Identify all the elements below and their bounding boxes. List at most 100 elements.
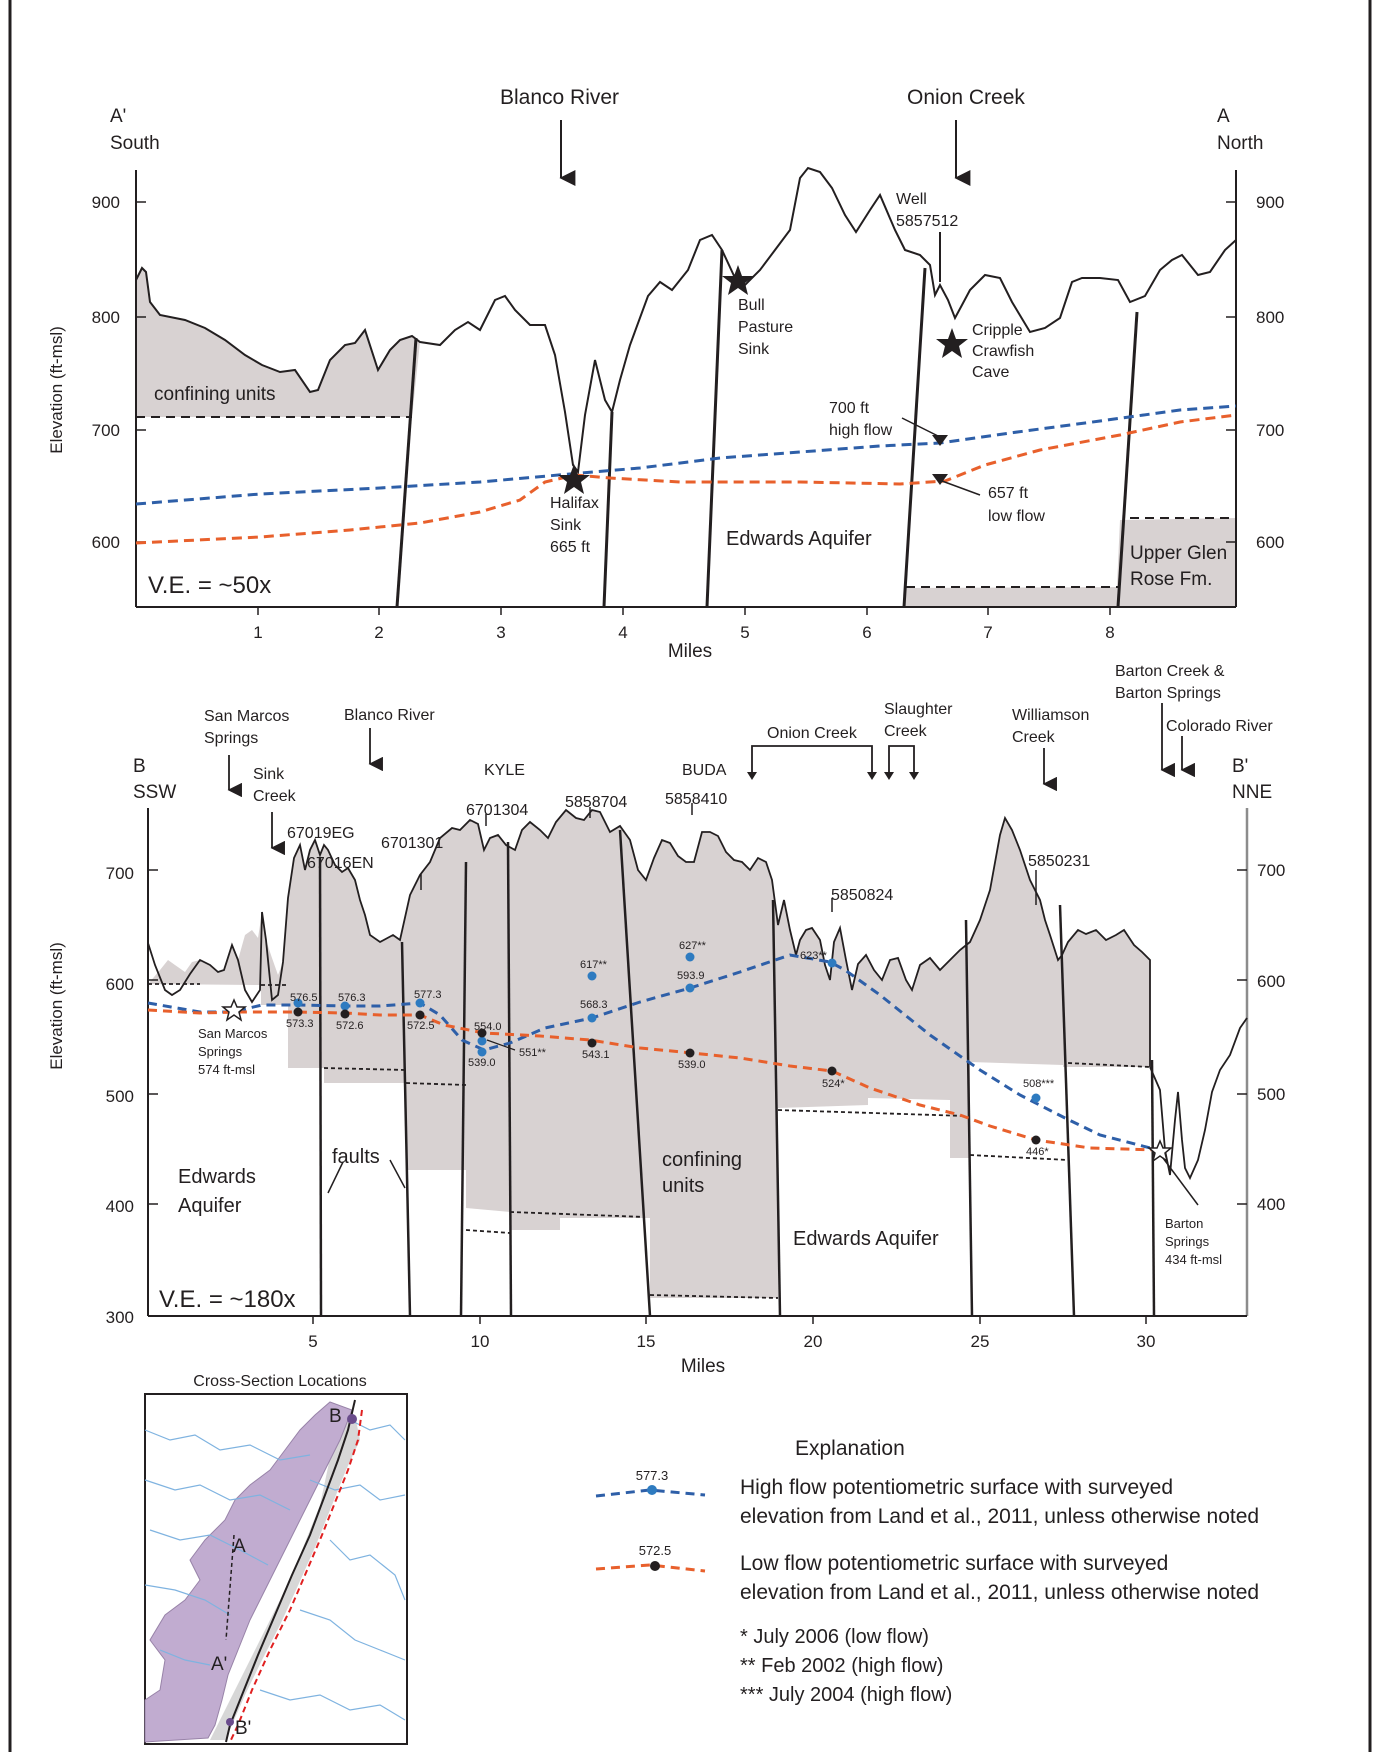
value-593-9: 593.9 <box>677 970 705 982</box>
bottom-x-label-15: 15 <box>637 1332 656 1351</box>
top-confining-units-fill <box>136 268 420 417</box>
legend-low-flow-value: 572.5 <box>639 1543 672 1558</box>
confining-units-label-2: units <box>662 1175 704 1197</box>
sink-creek-label-1: Sink <box>253 766 285 783</box>
low-flow-point-572-5 <box>415 1010 425 1020</box>
inset-map-section-a <box>225 1534 235 1641</box>
top-upper-glen-rose-fill <box>1116 518 1236 607</box>
top-x-label-7: 7 <box>983 623 992 642</box>
top-y-label-700-r: 700 <box>1256 421 1284 440</box>
bull-pasture-label-1: Bull <box>738 297 765 314</box>
low-flow-leader <box>941 480 981 496</box>
inset-map-label-A-prime: A' <box>211 1654 227 1675</box>
barton-springs-elev-1: Barton <box>1165 1216 1203 1231</box>
low-flow-point-572-6 <box>340 1009 350 1019</box>
low-flow-points <box>293 1007 1041 1145</box>
barton-springs-leader <box>1162 1157 1199 1206</box>
value-539-0b: 539.0 <box>678 1059 706 1071</box>
top-y-label-600-r: 600 <box>1256 533 1284 552</box>
slaughter-creek-bracket-arrow-l <box>884 772 894 780</box>
slaughter-creek-bracket-arrow-r <box>909 772 919 780</box>
top-x-label-3: 3 <box>496 623 505 642</box>
top-right-end-dir: North <box>1217 133 1263 154</box>
inset-map-label-B: B <box>329 1406 342 1427</box>
bottom-x-ticks <box>312 1316 1147 1324</box>
top-x-label-6: 6 <box>862 623 871 642</box>
bottom-y-label-400: 400 <box>106 1197 134 1216</box>
slaughter-creek-label-1: Slaughter <box>884 701 953 718</box>
high-flow-point-627 <box>685 952 695 962</box>
well-6701304-label: 6701304 <box>466 802 528 819</box>
top-left-end-letter: A' <box>110 106 126 127</box>
inset-map-label-A: A <box>233 1536 246 1557</box>
barton-springs-elev-3: 434 ft-msl <box>1165 1252 1222 1267</box>
bottom-x-label-20: 20 <box>804 1332 823 1351</box>
legend: Explanation 577.3 High flow potentiometr… <box>595 1437 1259 1706</box>
well-5850231-label: 5850231 <box>1028 853 1090 870</box>
san-marcos-springs-elev-3: 574 ft-msl <box>198 1062 255 1077</box>
onion-creek-label-b: Onion Creek <box>767 725 858 742</box>
low-flow-point-524 <box>827 1066 837 1076</box>
top-faults <box>395 249 1139 608</box>
legend-note-2: ** Feb 2002 (high flow) <box>740 1655 943 1677</box>
bottom-left-end-letter: B <box>133 756 146 777</box>
top-ground-surface <box>135 166 1237 475</box>
bottom-y-tick-labels-left: 300 400 500 600 700 <box>106 864 134 1327</box>
top-x-label-1: 1 <box>253 623 262 642</box>
top-high-flow-line <box>135 404 1237 506</box>
barton-springs-elev-2: Springs <box>1165 1234 1210 1249</box>
onion-creek-bracket <box>751 745 873 778</box>
top-y-label-800: 800 <box>92 308 120 327</box>
faults-label: faults <box>332 1146 380 1168</box>
top-lower-gray-fill <box>904 587 1128 607</box>
value-551: 551** <box>519 1047 547 1059</box>
bottom-x-label-30: 30 <box>1137 1332 1156 1351</box>
low-flow-point-543-1 <box>587 1038 597 1048</box>
top-x-ticks <box>257 607 1111 615</box>
top-y-label-900: 900 <box>92 193 120 212</box>
inset-map-purple-zone <box>144 1401 353 1743</box>
legend-title: Explanation <box>795 1437 905 1460</box>
value-576-3: 576.3 <box>338 992 366 1004</box>
well-5850824-label: 5850824 <box>831 887 893 904</box>
top-x-label-5: 5 <box>740 623 749 642</box>
value-573-3: 573.3 <box>286 1018 314 1030</box>
top-x-label-2: 2 <box>374 623 383 642</box>
high-flow-point-577-3 <box>415 998 425 1008</box>
faults-pointer-right <box>389 1159 406 1189</box>
value-568-3: 568.3 <box>580 999 608 1011</box>
bottom-left-end-dir: SSW <box>133 782 176 803</box>
legend-high-flow-text-1: High flow potentiometric surface with su… <box>740 1476 1173 1499</box>
slaughter-creek-bracket <box>888 745 915 778</box>
bottom-y-label-600-r: 600 <box>1257 972 1285 991</box>
top-contacts <box>136 416 1236 588</box>
low-flow-657-label-2: low flow <box>988 508 1045 525</box>
low-flow-value-labels: 573.3 572.6 572.5 539.0 551** 543.1 539.… <box>286 1018 1049 1158</box>
bottom-low-flow-line <box>147 1008 1159 1152</box>
bottom-y-label-700: 700 <box>106 864 134 883</box>
cripple-crawfish-label-3: Cave <box>972 364 1009 381</box>
san-marcos-springs-label-1: San Marcos <box>204 708 289 725</box>
bottom-x-label-10: 10 <box>471 1332 490 1351</box>
onion-creek-bracket-arrow-l <box>747 772 757 780</box>
point-551-leader <box>486 1039 516 1051</box>
blanco-river-label: Blanco River <box>500 86 619 109</box>
bottom-y-tick-labels-right: 400 500 600 700 <box>1257 861 1285 1214</box>
value-554-0: 554.0 <box>474 1021 502 1033</box>
legend-note-3: *** July 2004 (high flow) <box>740 1684 952 1706</box>
upper-glen-rose-label-2: Rose Fm. <box>1130 569 1212 590</box>
value-576-5: 576.5 <box>290 992 318 1004</box>
high-flow-points <box>293 952 1041 1103</box>
top-low-flow-line <box>135 413 1237 545</box>
cripple-crawfish-label-1: Cripple <box>972 322 1023 339</box>
barton-creek-label-1: Barton Creek & <box>1115 663 1225 680</box>
faults-pointer-left <box>327 1161 344 1194</box>
edwards-aquifer-left-1: Edwards <box>178 1166 256 1188</box>
high-flow-point-508 <box>1031 1093 1041 1103</box>
high-flow-700-label-2: high flow <box>829 422 893 439</box>
barton-springs-star <box>1146 1139 1174 1163</box>
williamson-creek-label-1: Williamson <box>1012 707 1089 724</box>
legend-high-flow-point <box>647 1485 657 1495</box>
value-539-0a: 539.0 <box>468 1057 496 1069</box>
confining-units-label-1: confining <box>662 1149 742 1171</box>
